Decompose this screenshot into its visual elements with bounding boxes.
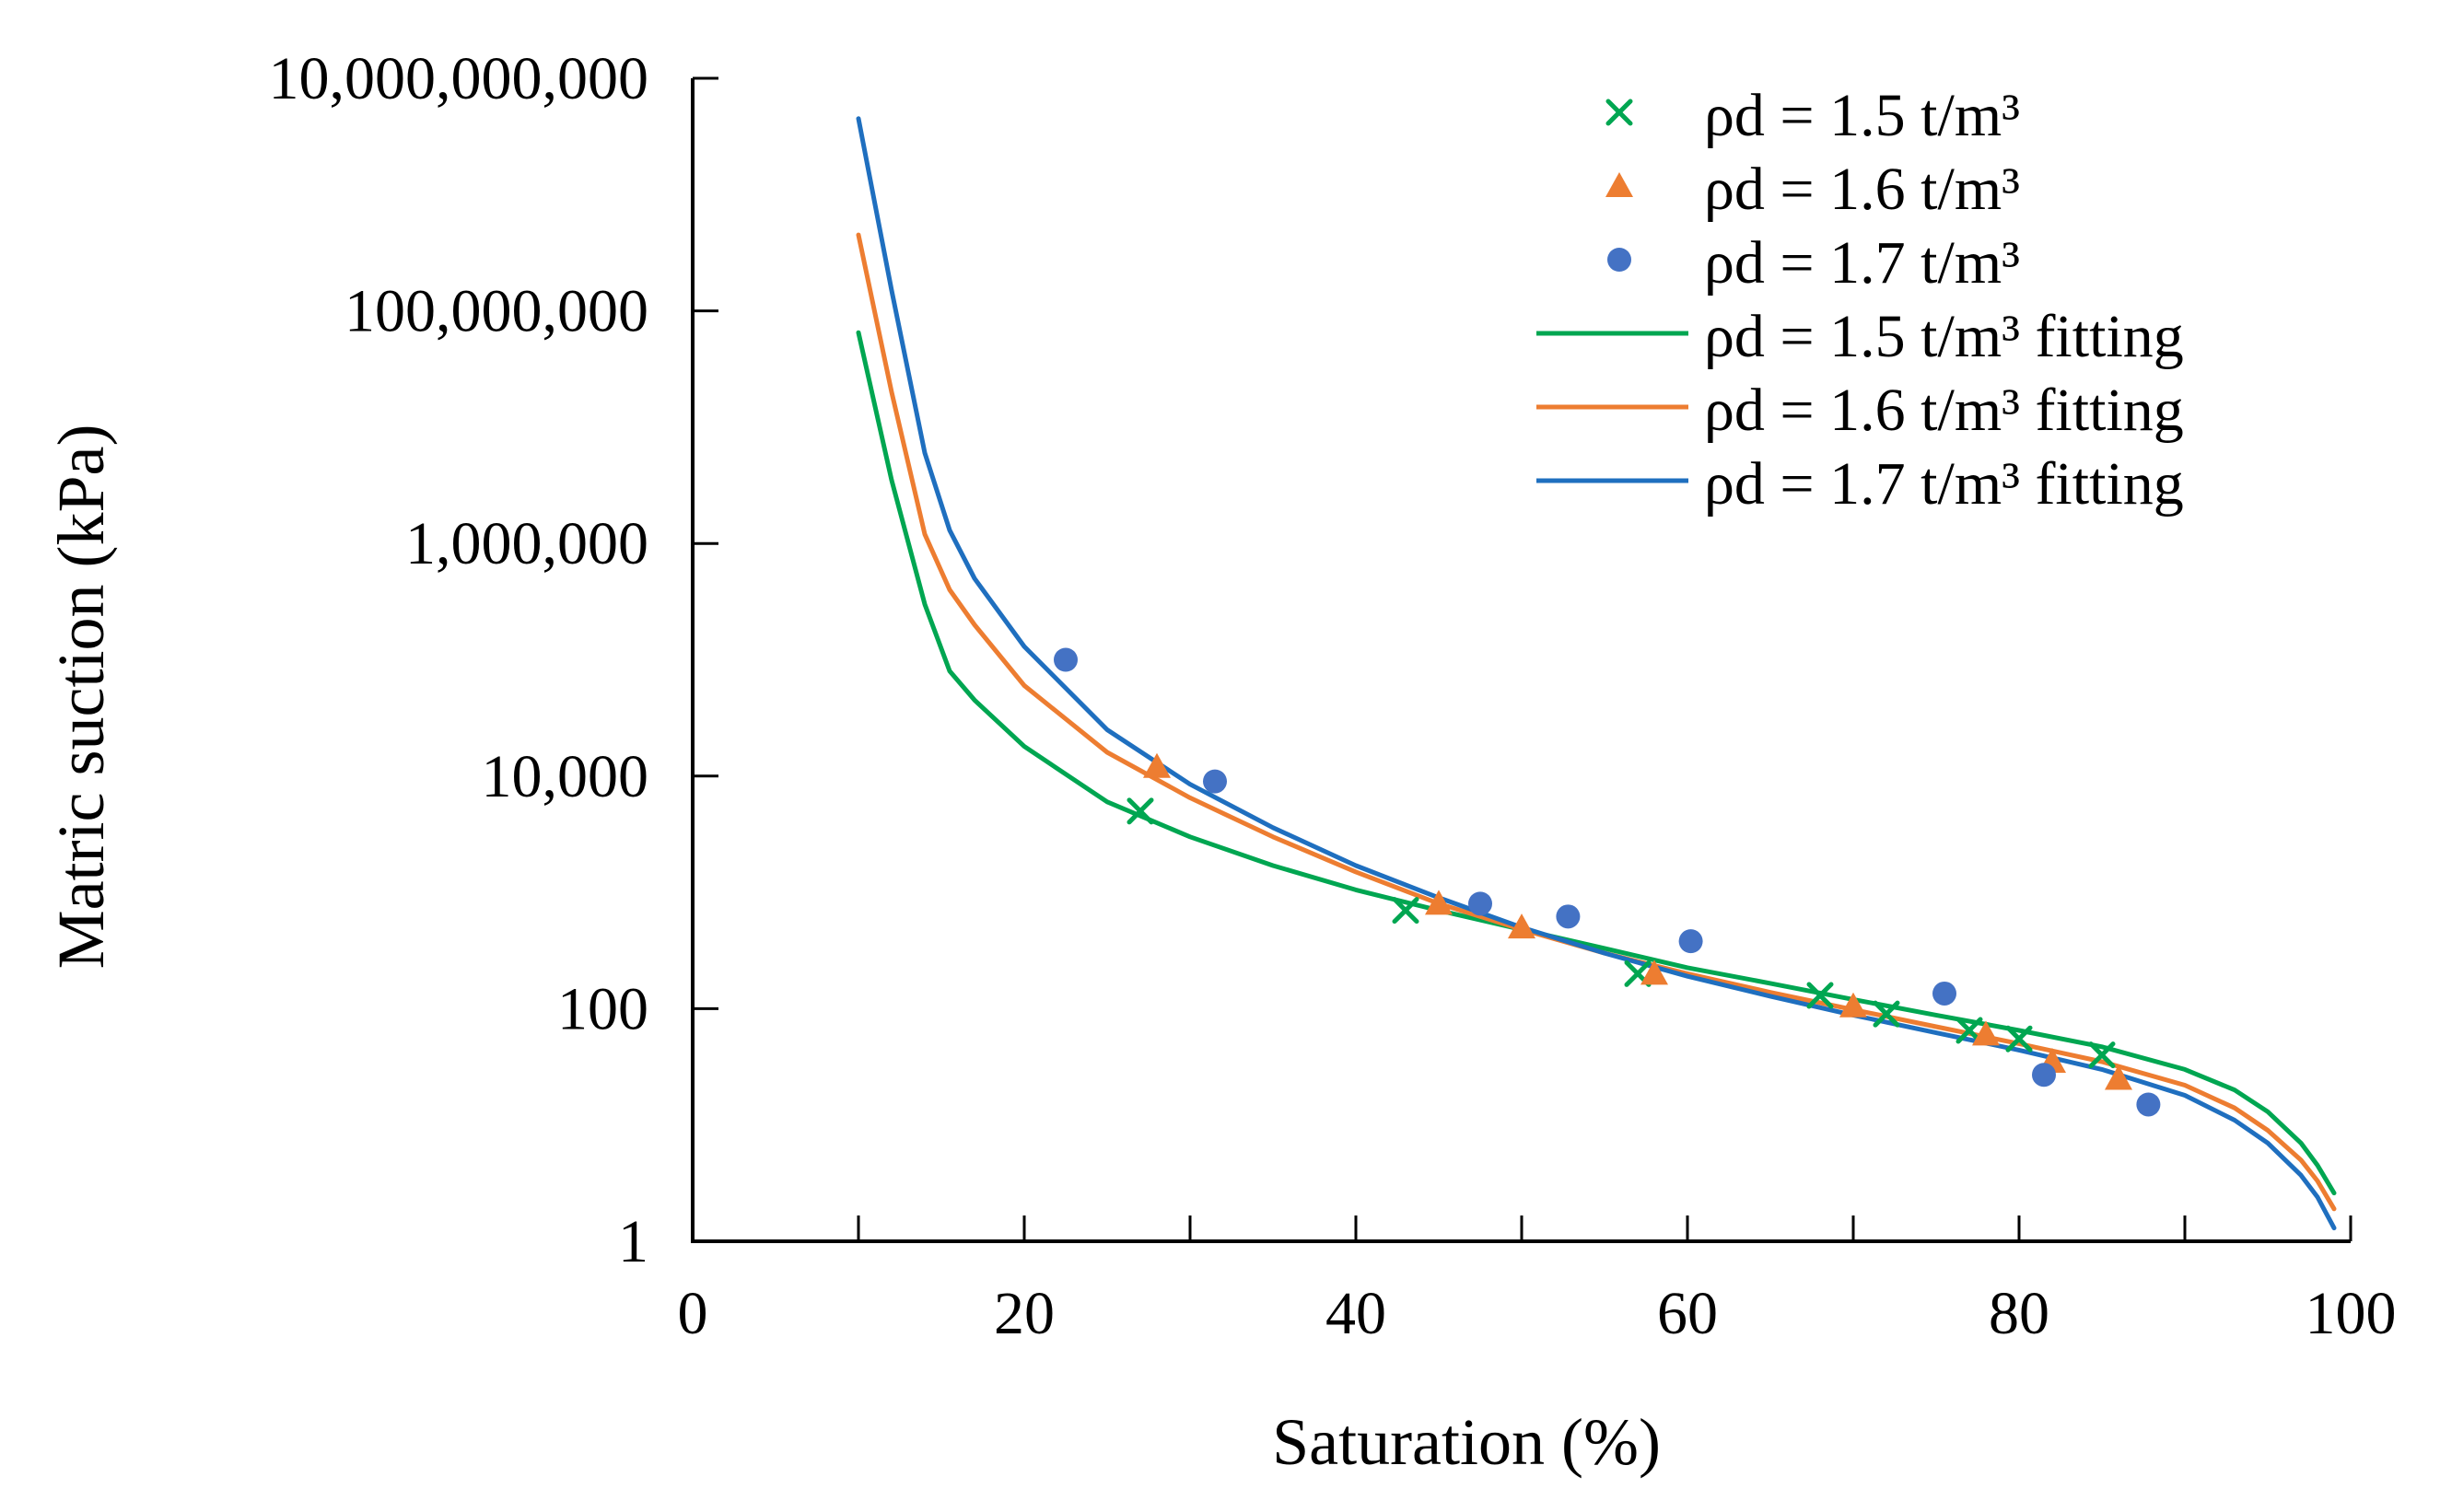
marker-stroke (1624, 960, 1652, 987)
data-point (1556, 904, 1581, 929)
fitting-line-3 (856, 116, 2337, 1231)
fitting-line-1 (856, 330, 2337, 1196)
marker-stroke (1605, 99, 1633, 126)
marker-stroke (2005, 1025, 2033, 1053)
points-series-3 (1054, 647, 2161, 1117)
legend-label: ρd = 1.7 t/m³ fitting (1704, 450, 2184, 518)
y-tick-label: 10,000 (482, 743, 649, 810)
x-tick-label: 40 (1325, 1280, 1386, 1347)
data-point (2105, 1064, 2132, 1090)
legend-label: ρd = 1.6 t/m³ fitting (1704, 377, 2184, 444)
x-tick-label: 80 (1989, 1280, 2049, 1347)
y-tick-label: 100 (557, 975, 648, 1042)
marker-stroke (1956, 1017, 1983, 1044)
y-tick-label: 10,000,000,000 (269, 45, 649, 112)
marker-stroke (2088, 1041, 2116, 1069)
data-point (2032, 1063, 2056, 1087)
x-tick-label: 60 (1657, 1280, 1718, 1347)
data-point (1640, 960, 1668, 985)
legend-marker (1605, 99, 1633, 126)
y-axis-title: Matric suction (kPa) (44, 425, 118, 970)
data-point (1468, 891, 1492, 916)
y-tick-label: 1 (618, 1208, 648, 1275)
data-point (1203, 769, 1227, 794)
legend-marker (1607, 248, 1631, 272)
data-point (1425, 890, 1453, 915)
x-tick-label: 100 (2306, 1280, 2397, 1347)
points-series-2 (1143, 752, 2132, 1090)
x-tick-label: 20 (994, 1280, 1055, 1347)
legend-label: ρd = 1.5 t/m³ fitting (1704, 303, 2184, 370)
data-point (2088, 1041, 2116, 1069)
points-series-1 (1127, 797, 2116, 1069)
y-tick-label: 100,000,000 (344, 278, 648, 345)
legend-marker (1605, 172, 1633, 197)
legend-label: ρd = 1.5 t/m³ (1704, 82, 2020, 149)
data-point (1392, 897, 1419, 925)
marker-stroke (1392, 897, 1419, 925)
data-point (1508, 913, 1535, 939)
data-point (1873, 1000, 1900, 1028)
data-point (1678, 929, 1703, 954)
y-tick-label: 1,000,000 (405, 510, 648, 577)
x-axis-title: Saturation (%) (1272, 1405, 1661, 1479)
marker-stroke (1806, 982, 1834, 1009)
data-point (1127, 797, 1154, 825)
data-point (1054, 647, 1078, 672)
x-tick-label: 0 (678, 1280, 708, 1347)
axes-layer: 0 20 40 60 80 100 1 100 10,000 1,000,000 100,000,0… (44, 45, 2397, 1479)
marker-stroke (1873, 1000, 1900, 1028)
data-point (1932, 981, 1956, 1006)
data-point (1839, 992, 1867, 1018)
series-layer (856, 116, 2337, 1231)
data-point (2136, 1092, 2161, 1117)
data-point (1143, 752, 1171, 778)
data-point (1972, 1020, 2000, 1046)
legend-label: ρd = 1.7 t/m³ (1704, 229, 2020, 297)
data-point (2005, 1025, 2033, 1053)
marker-stroke (1127, 797, 1154, 825)
data-point (1806, 982, 1834, 1009)
legend-label: ρd = 1.6 t/m³ (1704, 156, 2020, 223)
